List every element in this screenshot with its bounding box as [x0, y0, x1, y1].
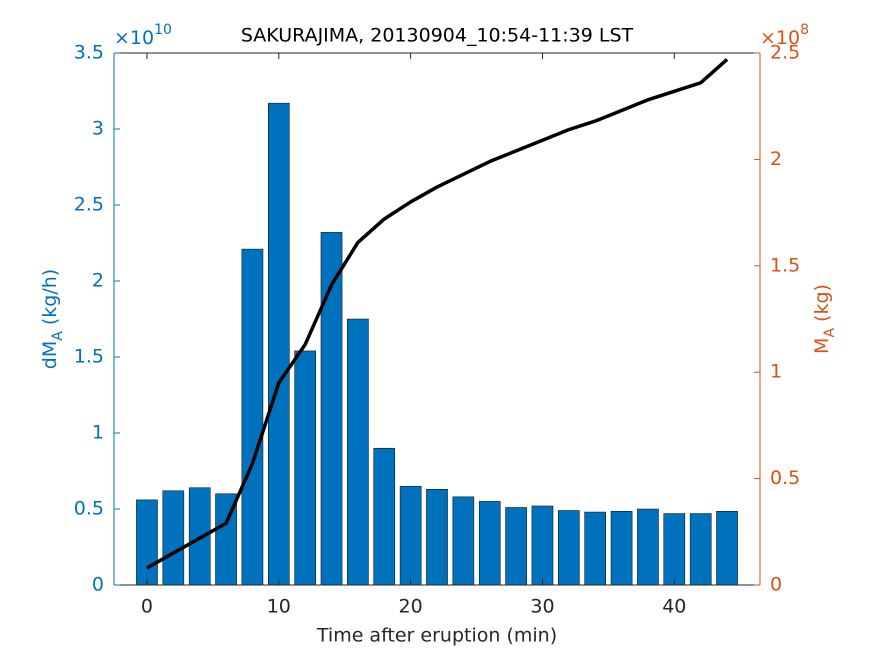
y2-axis-label-main: M — [811, 338, 833, 354]
bar — [558, 510, 580, 586]
y2-axis-label: MA (kg) — [811, 284, 839, 354]
bar — [241, 248, 264, 586]
chart-title: SAKURAJIMA, 20130904_10:54-11:39 LST — [241, 25, 634, 47]
y2-axis-label-sub: A — [822, 328, 838, 338]
bar — [689, 513, 712, 586]
bar — [637, 508, 659, 586]
bar — [505, 507, 527, 586]
bar — [663, 513, 686, 586]
y-tick-label: 2 — [92, 270, 104, 292]
line — [146, 58, 729, 570]
y-multiplier-base: ×10 — [114, 27, 154, 49]
y-multiplier-exp: 10 — [154, 22, 172, 38]
y-tick-label: 3 — [92, 118, 104, 140]
y-axis-label-main: dM — [39, 341, 61, 369]
y2-axis-label-unit: (kg) — [811, 284, 833, 322]
bar — [294, 350, 316, 586]
y-multiplier: ×1010 — [114, 22, 172, 49]
x-tick-label: 30 — [530, 596, 554, 618]
x-tick-label: 20 — [399, 596, 423, 618]
bar — [399, 485, 422, 586]
y-tick-label: 3.5 — [74, 42, 104, 64]
bar — [162, 490, 185, 586]
bar — [610, 511, 633, 586]
y2-tick-label: 1 — [770, 361, 782, 383]
y-axis-label: dMA (kg/h) — [39, 269, 67, 369]
x-tick-label: 40 — [662, 596, 686, 618]
bar — [347, 318, 369, 586]
x-tick-label: 10 — [267, 596, 291, 618]
y2-multiplier: ×108 — [760, 22, 809, 49]
y2-multiplier-base: ×10 — [760, 27, 800, 49]
bar — [373, 447, 396, 586]
y2-multiplier-exp: 8 — [800, 22, 809, 38]
y2-tick-label: 1.5 — [770, 254, 800, 276]
bar — [478, 501, 501, 586]
y-axis-label-unit: (kg/h) — [39, 269, 61, 325]
y-tick-label: 0 — [92, 574, 104, 596]
bar — [531, 505, 554, 586]
y2-tick-label: 2 — [770, 148, 782, 170]
y-tick-label: 2.5 — [74, 194, 104, 216]
bar — [136, 499, 158, 586]
bar — [716, 511, 738, 586]
y-tick-label: 0.5 — [74, 498, 104, 520]
y2-tick-label: 2.5 — [770, 42, 800, 64]
y-axis-label-sub: A — [50, 331, 66, 341]
bar — [452, 496, 475, 586]
bar — [584, 511, 607, 586]
y2-tick-label: 0 — [770, 574, 782, 596]
bar — [426, 488, 448, 586]
x-axis-label: Time after eruption (min) — [316, 625, 557, 647]
y-tick-label: 1.5 — [74, 346, 104, 368]
y-tick-label: 1 — [92, 422, 104, 444]
x-tick-label: 0 — [141, 596, 153, 618]
bar — [267, 102, 290, 586]
y2-tick-label: 0.5 — [770, 467, 800, 489]
